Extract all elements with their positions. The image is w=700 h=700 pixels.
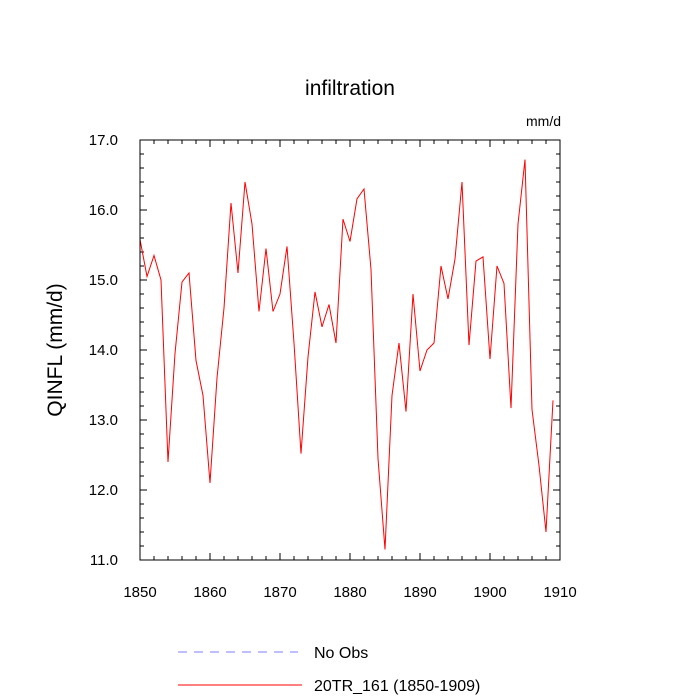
y-tick-label: 15.0 <box>89 272 118 289</box>
x-tick-label: 1900 <box>473 584 506 601</box>
y-tick-label: 14.0 <box>89 342 118 359</box>
series-lines <box>139 159 554 550</box>
x-tick-label: 1890 <box>403 584 436 601</box>
axis-ticks <box>139 139 561 561</box>
units-label: mm/d <box>526 113 561 129</box>
y-tick-label: 12.0 <box>89 482 118 499</box>
y-tick-label: 16.0 <box>89 202 118 219</box>
series-line <box>139 159 554 550</box>
legend-label-20tr-161: 20TR_161 (1850-1909) <box>314 678 480 695</box>
chart-title: infiltration <box>305 77 395 100</box>
x-tick-label: 1850 <box>123 584 156 601</box>
x-tick-label: 1860 <box>193 584 226 601</box>
legend: No Obs 20TR_161 (1850-1909) <box>178 645 480 695</box>
legend-label-no-obs: No Obs <box>314 645 368 662</box>
axis-tick-labels: 1850 1860 1870 1880 1890 1900 1910 11.0 12.0 13.0… <box>89 132 577 601</box>
y-tick-label: 11.0 <box>90 552 118 569</box>
x-tick-label: 1880 <box>333 584 366 601</box>
x-tick-label: 1870 <box>263 584 296 601</box>
y-axis-label: QINFL (mm/d) <box>44 283 67 416</box>
y-tick-label: 13.0 <box>89 412 118 429</box>
plot-frame <box>139 139 561 561</box>
x-tick-label: 1910 <box>543 584 576 601</box>
y-tick-label: 17.0 <box>89 132 118 149</box>
